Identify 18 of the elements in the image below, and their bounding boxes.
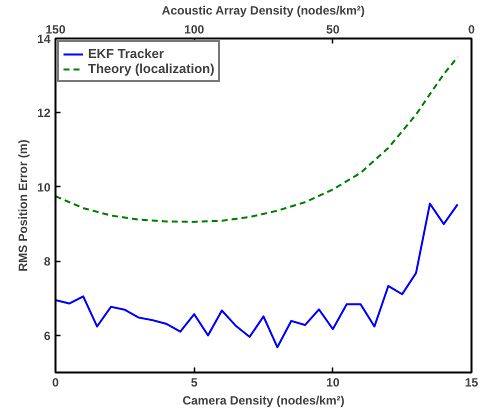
x2-tick-label: 50 xyxy=(326,22,340,36)
x-tick-label: 10 xyxy=(326,376,340,390)
y-tick-label: 6 xyxy=(44,328,51,343)
legend-label: EKF Tracker xyxy=(88,46,164,61)
y-tick-label: 10 xyxy=(37,180,51,194)
x2-axis-title: Acoustic Array Density (nodes/km²) xyxy=(162,4,365,18)
x-axis-title: Camera Density (nodes/km²) xyxy=(182,394,345,408)
y-tick-label: 12 xyxy=(37,106,51,120)
x-tick-label: 0 xyxy=(52,376,60,390)
x2-tick-label: 100 xyxy=(184,22,205,36)
x2-tick-label: 0 xyxy=(468,22,476,36)
y-tick-label: 8 xyxy=(44,254,51,269)
line-series xyxy=(56,202,459,348)
y-tick-label: 14 xyxy=(37,32,51,46)
x-tick-label: 5 xyxy=(190,376,198,390)
x-tick-label: 15 xyxy=(464,376,478,390)
legend-label: Theory (localization) xyxy=(88,61,214,76)
y-axis-title: RMS Position Error (m) xyxy=(16,139,30,272)
